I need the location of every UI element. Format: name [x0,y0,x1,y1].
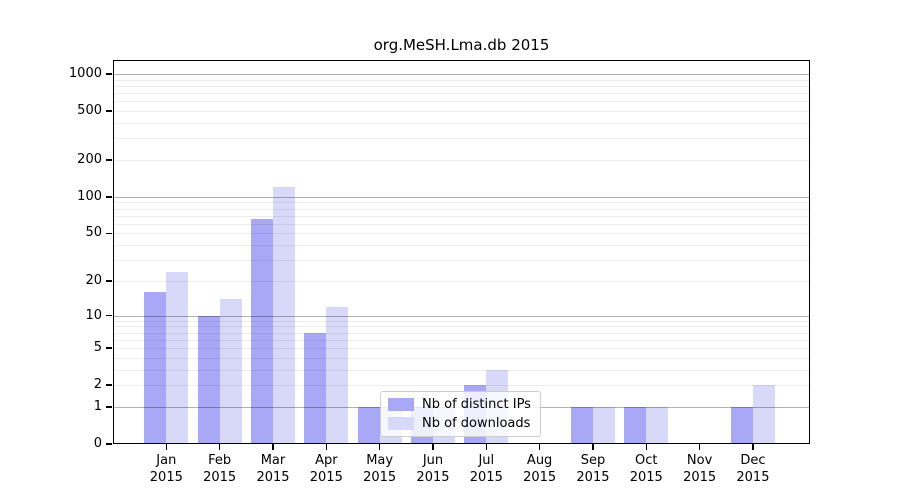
y-tick-label: 50 [85,225,102,241]
bar-distinct-ips [357,406,380,444]
x-tick-label: Dec 2015 [736,453,770,485]
y-tick-label: 1 [93,398,102,414]
y-tick-mark [106,384,112,386]
bar-downloads [166,271,189,444]
y-tick-label: 10 [85,307,102,323]
gridline-minor [113,111,810,113]
x-tick-label: Oct 2015 [629,453,663,485]
y-tick-label: 20 [85,272,102,288]
x-tick-label: Aug 2015 [523,453,557,485]
x-tick-mark [645,444,648,450]
gridline-minor [113,233,810,235]
y-tick-mark [106,406,112,408]
gridline-minor [113,280,810,282]
x-tick-label: Jun 2015 [416,453,450,485]
x-tick-mark [592,444,594,450]
y-tick-label: 0 [93,436,102,451]
gridline-major [113,196,810,198]
y-tick-mark [106,314,112,317]
legend-label: Nb of distinct IPs [422,397,531,412]
gridline-minor [113,260,810,262]
y-tick-mark [106,196,112,198]
x-tick-label: Sep 2015 [576,453,610,485]
y-tick-mark [106,232,112,235]
gridline-minor [113,101,810,103]
gridline-minor [113,326,810,328]
x-tick-mark [752,444,754,450]
gridline-minor [113,348,810,350]
bar-downloads [752,385,775,444]
y-tick-label: 2 [93,377,102,393]
y-tick-label: 200 [77,151,102,167]
x-tick-mark [698,444,701,450]
y-tick-label: 1000 [68,66,102,81]
y-tick-mark [106,280,112,282]
y-tick-label: 100 [77,188,102,204]
x-tick-label: Jan 2015 [149,453,183,485]
gridline-minor [113,159,810,161]
gridline-minor [113,385,810,387]
bar-downloads [219,298,242,444]
legend-label: Nb of downloads [422,416,531,431]
y-tick-mark [106,443,112,445]
gridline-minor [113,320,810,322]
x-tick-mark [538,444,541,450]
y-tick-mark [106,159,112,161]
legend-item: Nb of distinct IPs [388,397,531,412]
x-tick-mark [485,444,488,450]
y-tick-mark [106,73,112,75]
bar-distinct-ips [570,406,593,444]
legend-patch-distinct-ips [388,398,414,411]
x-tick-label: Apr 2015 [309,453,343,485]
grid-layer [113,60,810,444]
x-tick-label: Nov 2015 [683,453,717,485]
y-tick-label: 500 [77,103,102,119]
gridline-minor [113,215,810,217]
legend: Nb of distinct IPs Nb of downloads [380,391,541,437]
bar-distinct-ips [144,292,167,444]
gridline-major [113,315,810,317]
x-tick-mark [165,444,168,450]
bar-distinct-ips [197,315,220,444]
x-tick-label: Mar 2015 [256,453,290,485]
plot-area: Nb of distinct IPs Nb of downloads [113,60,810,444]
bar-distinct-ips [730,406,753,444]
x-tick-mark [272,444,274,450]
gridline-minor [113,79,810,81]
gridline-minor [113,122,810,124]
y-tick-mark [106,347,112,349]
gridline-minor [113,369,810,371]
x-tick-mark [432,444,434,450]
bar-downloads [272,187,295,444]
y-tick-label: 5 [93,340,102,356]
gridline-minor [113,332,810,334]
gridline-minor [113,357,810,359]
chart-title: org.MeSH.Lma.db 2015 [373,36,550,54]
gridline-minor [113,85,810,87]
gridline-minor [113,202,810,204]
gridline-minor [113,245,810,247]
x-tick-mark [325,444,328,450]
y-tick-mark [106,110,112,112]
bar-downloads [326,306,349,444]
bar-downloads [646,406,669,444]
bar-distinct-ips [304,332,327,444]
bar-downloads [592,406,615,444]
gridline-major [113,74,810,75]
x-tick-label: Feb 2015 [203,453,237,485]
x-tick-mark [378,444,381,450]
gridline-minor [113,339,810,341]
bar-distinct-ips [624,406,647,444]
gridline-minor [113,138,810,140]
legend-patch-downloads [388,417,414,430]
gridline-minor [113,208,810,210]
gridline-minor [113,223,810,225]
bar-distinct-ips [250,218,273,444]
legend-item: Nb of downloads [388,416,531,431]
gridline-minor [113,93,810,95]
x-tick-mark [218,444,221,450]
x-tick-label: Jul 2015 [469,453,503,485]
x-tick-label: May 2015 [363,453,397,485]
